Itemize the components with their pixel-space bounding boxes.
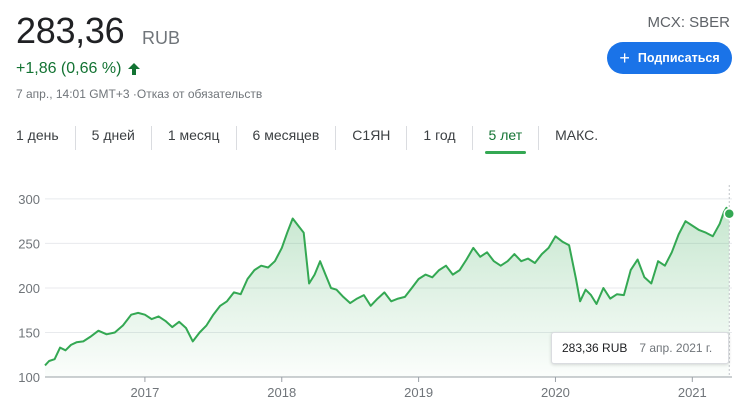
last-point bbox=[723, 207, 736, 220]
tab-divider bbox=[471, 126, 473, 150]
tab-divider bbox=[335, 126, 337, 150]
x-tick-label: 2017 bbox=[130, 385, 159, 400]
tab-1-year[interactable]: 1 год bbox=[423, 127, 456, 143]
tab-divider bbox=[74, 126, 76, 150]
quote-timestamp: 7 апр., 14:01 GMT+3 ·Отказ от обязательс… bbox=[16, 87, 263, 101]
y-tick-label: 300 bbox=[18, 192, 40, 207]
price-currency: RUB bbox=[142, 28, 181, 48]
tab-1-month[interactable]: 1 месяц bbox=[167, 127, 220, 143]
tab-1-day[interactable]: 1 день bbox=[16, 127, 59, 143]
tab-5-days[interactable]: 5 дней bbox=[91, 127, 135, 143]
x-tick-label: 2019 bbox=[404, 385, 433, 400]
x-tick-label: 2018 bbox=[267, 385, 296, 400]
tab-divider bbox=[235, 126, 237, 150]
tooltip-date: 7 апр. 2021 г. bbox=[639, 341, 713, 355]
chart-tooltip: 283,36 RUB 7 апр. 2021 г. bbox=[551, 332, 729, 364]
x-tick-label: 2021 bbox=[678, 385, 707, 400]
y-tick-label: 250 bbox=[18, 236, 40, 251]
tab-divider bbox=[150, 126, 152, 150]
tab-divider bbox=[538, 126, 540, 150]
price-change: +1,86 (0,66 %) bbox=[16, 60, 141, 78]
subscribe-button[interactable]: + Подписаться bbox=[607, 42, 732, 74]
plus-icon: + bbox=[619, 48, 630, 68]
tooltip-value: 283,36 RUB bbox=[562, 341, 628, 355]
tab-6-months[interactable]: 6 месяцев bbox=[252, 127, 320, 143]
tab-ytd[interactable]: С1ЯН bbox=[352, 127, 391, 143]
tab-max[interactable]: МАКС. bbox=[555, 127, 599, 143]
y-tick-label: 150 bbox=[18, 325, 40, 340]
tab-divider bbox=[406, 126, 408, 150]
x-tick-label: 2020 bbox=[541, 385, 570, 400]
y-tick-label: 100 bbox=[18, 370, 40, 385]
stock-price: 283,36 bbox=[16, 10, 125, 51]
price-change-value: +1,86 (0,66 %) bbox=[16, 60, 122, 77]
range-tabs: 1 день 5 дней 1 месяц 6 месяцев С1ЯН 1 г… bbox=[0, 118, 614, 158]
subscribe-label: Подписаться bbox=[637, 51, 720, 65]
price-line bbox=[44, 206, 731, 367]
y-tick-label: 200 bbox=[18, 281, 40, 296]
tab-5-years[interactable]: 5 лет bbox=[473, 118, 539, 158]
exchange-ticker: MCX: SBER bbox=[647, 14, 730, 31]
arrow-up-icon bbox=[128, 63, 141, 75]
price-chart[interactable]: 300 250 200 150 100 2017 2018 2019 2020 2021 bbox=[0, 170, 746, 404]
